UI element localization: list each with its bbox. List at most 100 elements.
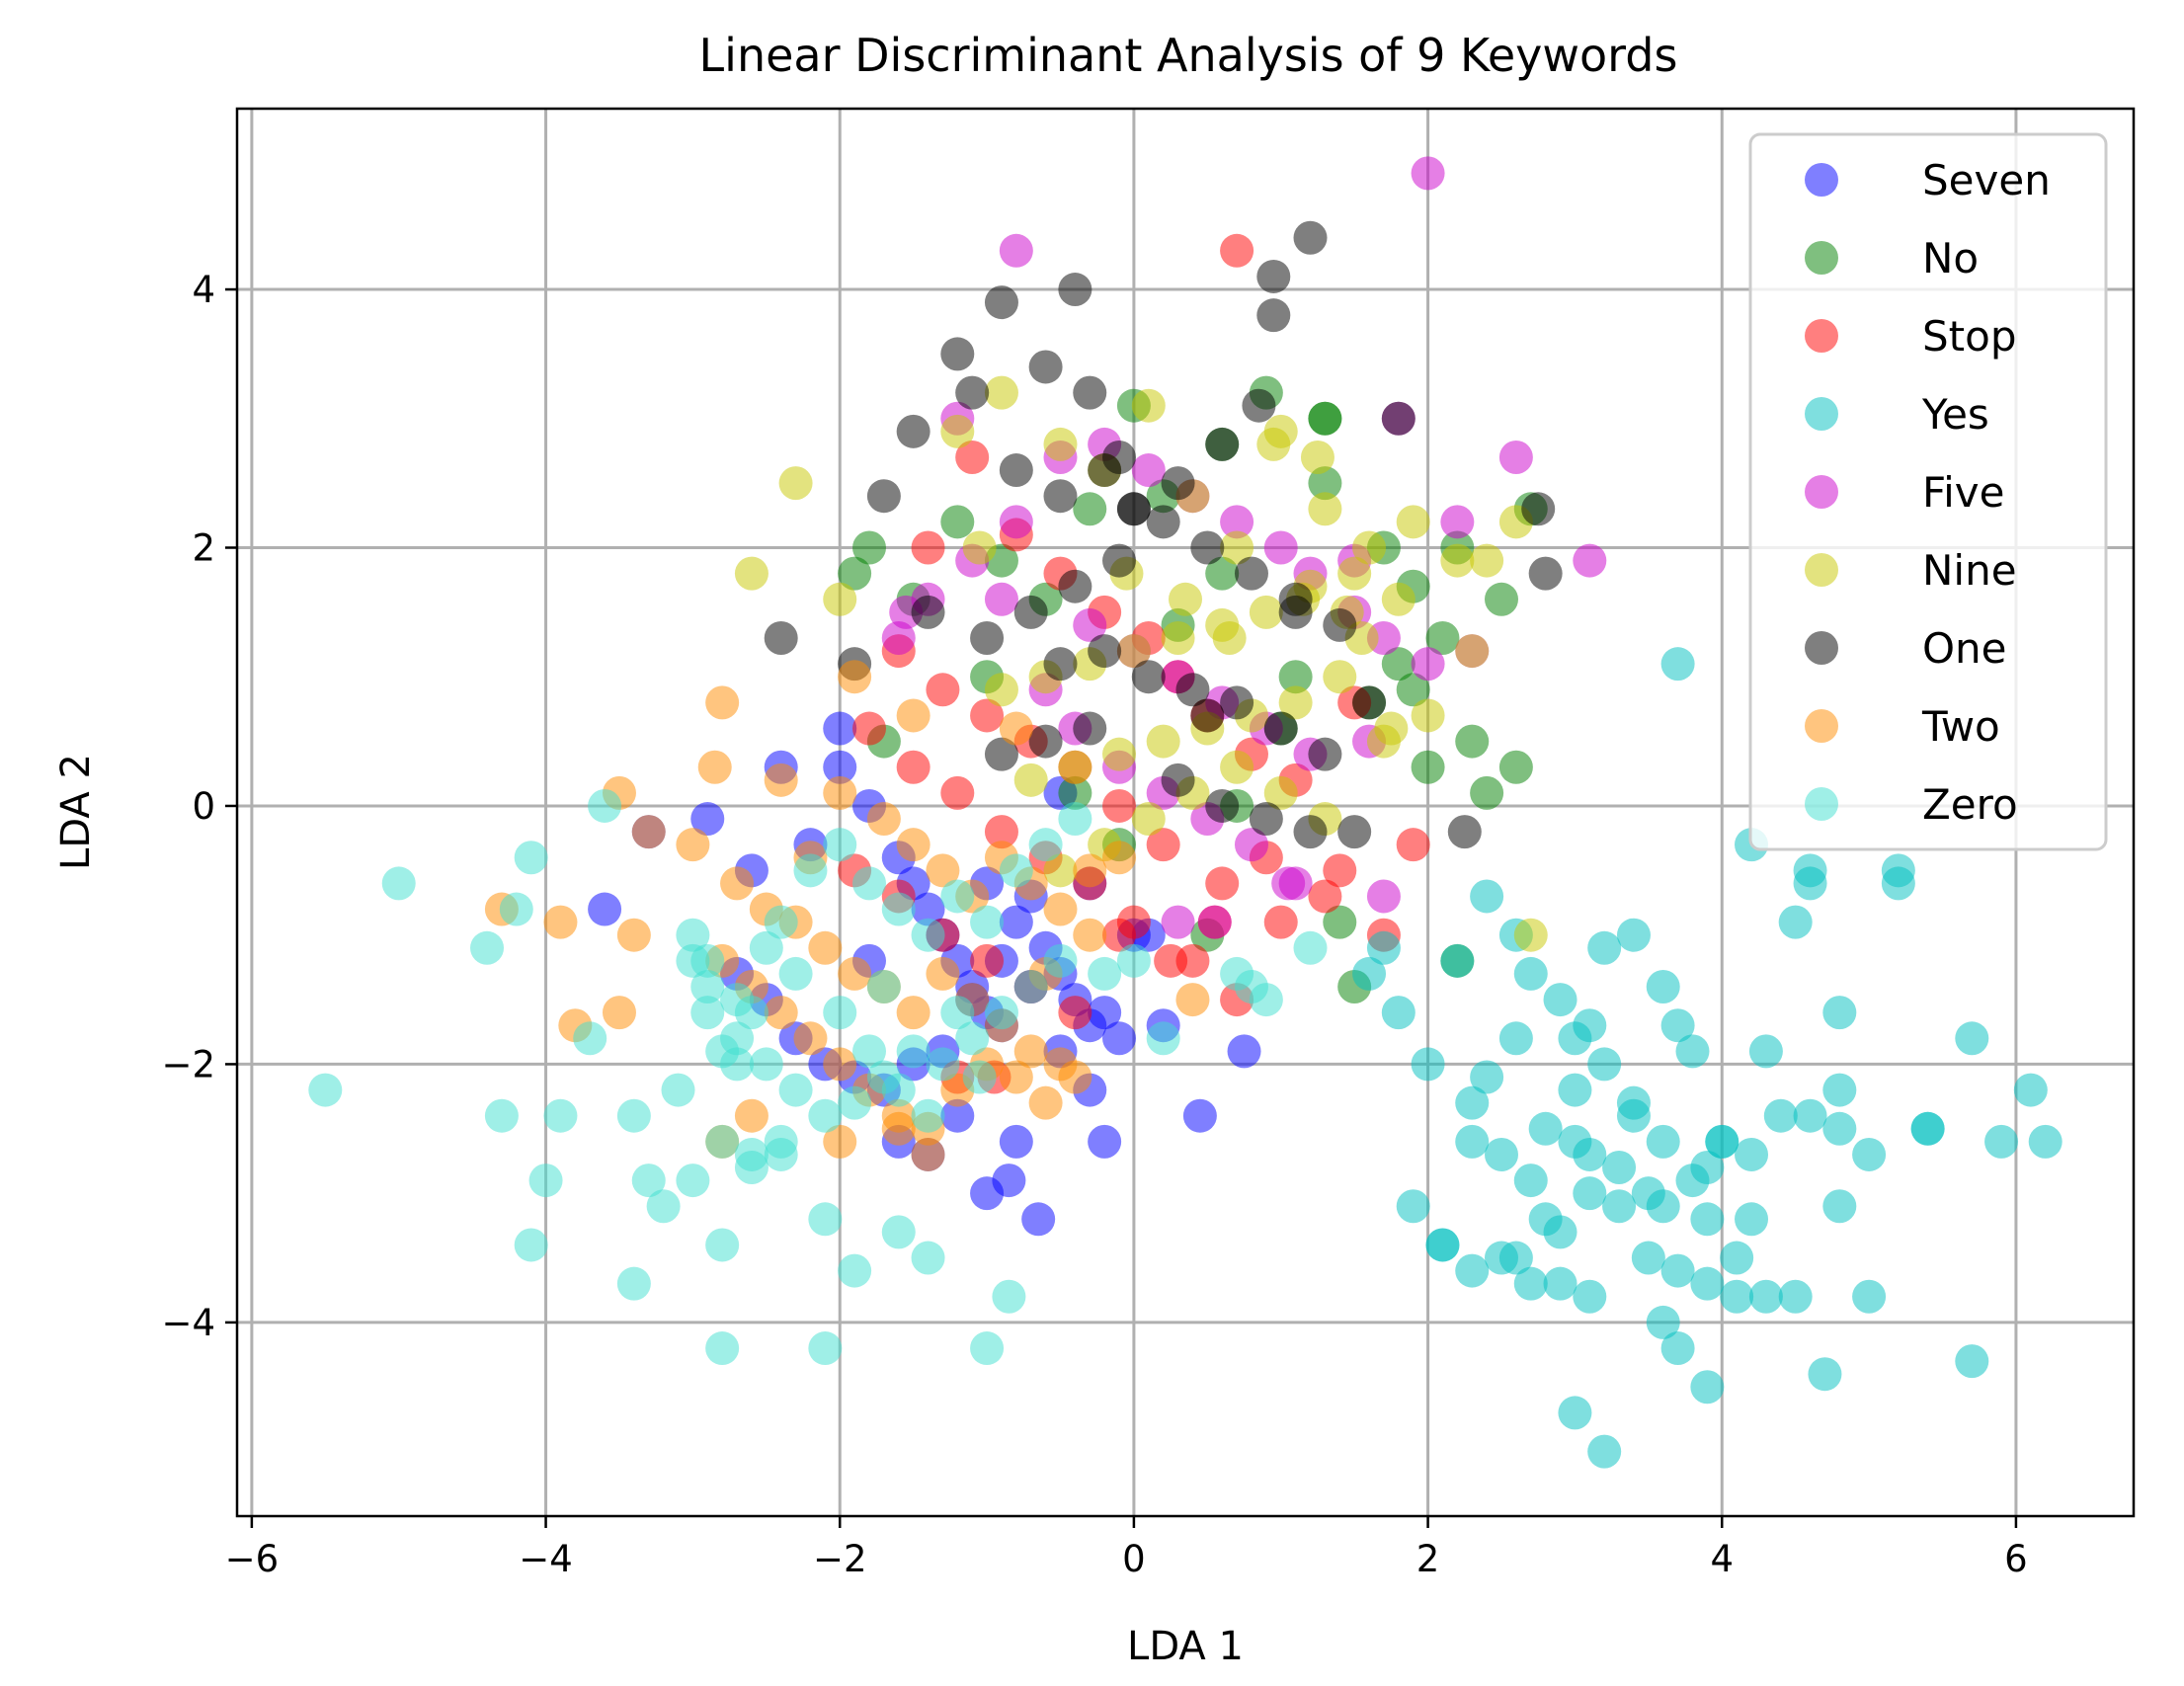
point-no	[838, 556, 872, 591]
point-no	[1411, 750, 1445, 784]
point-two	[911, 1137, 945, 1171]
y-tick-label: 4	[192, 269, 215, 311]
point-zero	[646, 1189, 681, 1224]
point-seven	[992, 1164, 1026, 1198]
point-no	[1308, 401, 1342, 436]
legend-label-seven: Seven	[1922, 156, 2051, 204]
point-nine	[1411, 698, 1445, 733]
point-no	[1381, 647, 1416, 682]
point-zero	[808, 1331, 843, 1366]
point-two	[705, 685, 740, 720]
point-stop	[1058, 996, 1092, 1030]
point-yes	[1955, 1344, 1989, 1379]
point-five	[1131, 453, 1166, 488]
point-one	[999, 453, 1033, 488]
point-stop	[984, 815, 1018, 849]
point-two	[1175, 983, 1210, 1017]
point-zero	[631, 1164, 666, 1198]
point-no	[1485, 582, 1518, 616]
point-yes	[1587, 930, 1622, 965]
point-yes	[1411, 1047, 1445, 1082]
point-yes	[1735, 1202, 1769, 1237]
point-five	[1220, 505, 1254, 539]
point-one	[1293, 220, 1328, 255]
series-nine	[734, 375, 1548, 952]
point-stop	[926, 673, 960, 707]
point-yes	[1485, 1137, 1518, 1171]
point-five	[1498, 440, 1533, 474]
point-stop	[970, 943, 1005, 978]
point-zero	[1116, 943, 1151, 978]
point-zero	[690, 996, 725, 1030]
point-yes	[1735, 1137, 1769, 1171]
point-one	[1205, 427, 1240, 461]
plot-frame	[235, 107, 2136, 1518]
point-zero	[940, 996, 975, 1030]
point-no	[1058, 775, 1092, 810]
axis-ticks: −6 −4 −2 0 2 4 6 −4 −2 0 2 4	[161, 269, 2027, 1580]
point-nine	[1323, 660, 1357, 694]
point-yes	[1720, 1241, 1754, 1275]
point-nine	[1220, 530, 1254, 565]
point-zero	[734, 1151, 768, 1185]
point-nine	[1300, 440, 1335, 474]
point-yes	[1396, 1189, 1430, 1224]
point-yes	[1675, 1034, 1710, 1069]
legend-marker-five	[1805, 475, 1838, 509]
point-one	[764, 621, 798, 656]
point-nine	[1337, 556, 1372, 591]
point-zero	[705, 1228, 740, 1262]
point-yes	[1440, 943, 1475, 978]
point-nine	[1440, 543, 1475, 578]
point-zero	[778, 1073, 813, 1107]
point-one	[1043, 479, 1078, 514]
point-no	[1470, 775, 1504, 810]
point-yes	[1602, 1151, 1637, 1185]
point-yes	[1455, 1253, 1490, 1288]
point-yes	[1381, 996, 1416, 1030]
point-zero	[676, 918, 710, 952]
point-one	[1175, 673, 1210, 707]
point-yes	[1720, 1279, 1754, 1314]
point-zero	[911, 1098, 945, 1133]
point-seven	[823, 750, 857, 784]
point-no	[1308, 466, 1342, 501]
point-two	[697, 750, 732, 784]
point-zero	[808, 1202, 843, 1237]
point-five	[1411, 156, 1445, 191]
point-zero	[690, 969, 725, 1004]
y-tick-label: 0	[192, 785, 215, 828]
point-nine	[1146, 724, 1180, 759]
x-tick-label: 2	[1416, 1538, 1440, 1580]
point-nine	[1058, 750, 1092, 784]
point-one	[896, 414, 930, 448]
point-two	[1028, 1085, 1063, 1120]
point-nine	[734, 556, 768, 591]
point-two	[1043, 892, 1078, 926]
point-five	[1234, 828, 1268, 862]
point-stop	[970, 698, 1005, 733]
point-zero	[970, 1331, 1005, 1366]
point-zero	[999, 853, 1033, 888]
point-seven	[823, 711, 857, 746]
point-no	[1425, 621, 1460, 656]
x-tick-label: −4	[519, 1538, 573, 1580]
point-yes	[1660, 1008, 1695, 1043]
point-two	[1073, 918, 1107, 952]
point-zero	[970, 905, 1005, 939]
point-one	[866, 479, 901, 514]
point-nine	[1116, 634, 1151, 669]
point-yes	[1455, 1085, 1490, 1120]
point-zero	[823, 996, 857, 1030]
point-five	[999, 505, 1033, 539]
point-stop	[1146, 828, 1180, 862]
point-zero	[543, 1098, 578, 1133]
point-yes	[1748, 1279, 1783, 1314]
point-two	[764, 763, 798, 797]
point-yes	[1646, 1189, 1680, 1224]
point-one	[1073, 375, 1107, 410]
point-two	[616, 918, 651, 952]
x-tick-label: 4	[1710, 1538, 1734, 1580]
point-yes	[1602, 1189, 1637, 1224]
point-nine	[1161, 621, 1195, 656]
